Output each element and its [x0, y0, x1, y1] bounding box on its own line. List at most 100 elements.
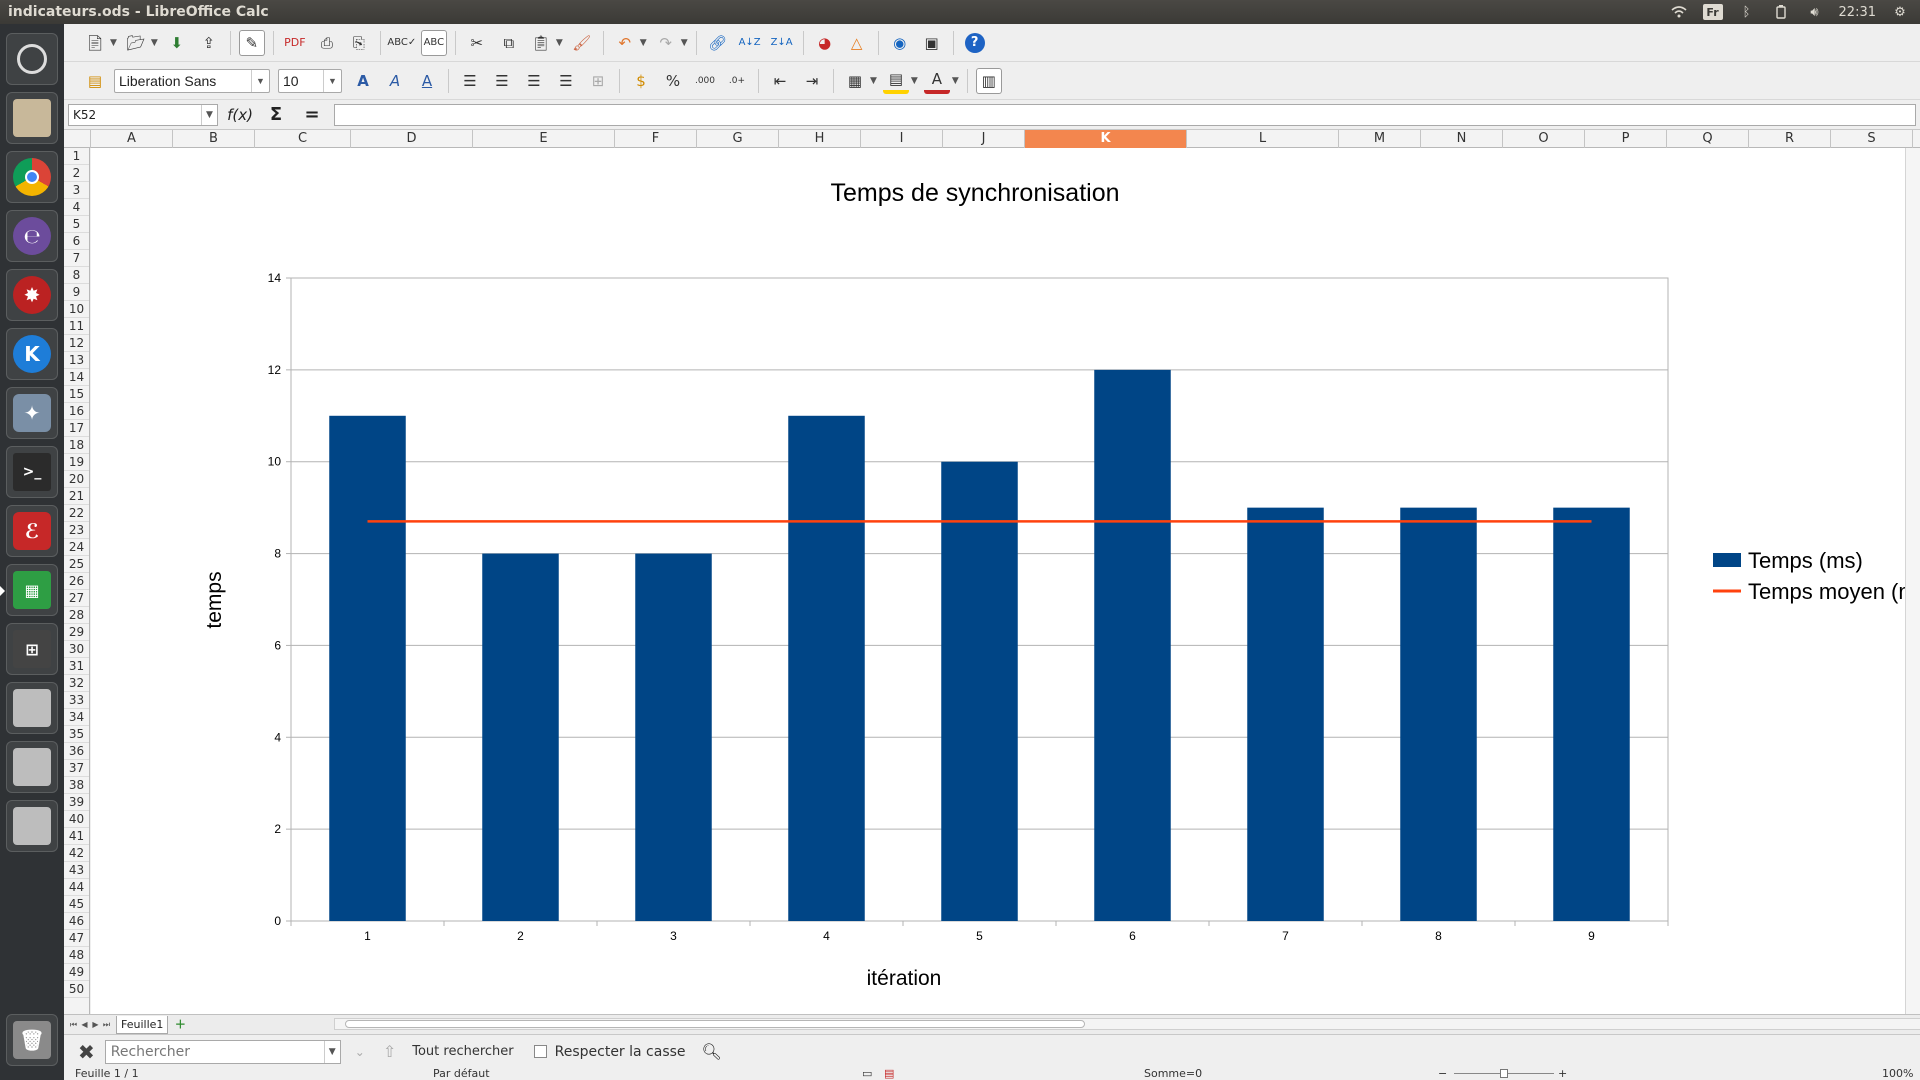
chevron-down-icon[interactable]: ▼	[201, 104, 217, 125]
find-all-button[interactable]: Tout rechercher	[412, 1044, 514, 1059]
currency-format-button[interactable]: $	[636, 71, 646, 90]
row-header-20[interactable]: 20	[64, 471, 89, 488]
row-header-45[interactable]: 45	[64, 896, 89, 913]
export-button[interactable]: ⇪	[202, 33, 216, 52]
row-header-28[interactable]: 28	[64, 607, 89, 624]
row-header-44[interactable]: 44	[64, 879, 89, 896]
horizontal-scrollbar[interactable]	[334, 1018, 1920, 1030]
justify-button[interactable]: ☰	[559, 71, 573, 90]
column-header-n[interactable]: N	[1421, 130, 1503, 148]
chevron-down-icon[interactable]: ▼	[910, 75, 918, 86]
row-header-7[interactable]: 7	[64, 250, 89, 267]
draw-functions-button[interactable]: △	[850, 33, 863, 52]
new-document-button[interactable]: 📄︎	[85, 33, 105, 52]
column-header-b[interactable]: B	[173, 130, 255, 148]
horizontal-scroll-thumb[interactable]	[345, 1020, 1085, 1028]
row-header-18[interactable]: 18	[64, 437, 89, 454]
dash-home-button[interactable]	[6, 33, 58, 85]
row-header-23[interactable]: 23	[64, 522, 89, 539]
row-header-50[interactable]: 50	[64, 981, 89, 998]
chevron-down-icon[interactable]: ▼	[680, 37, 688, 48]
next-sheet-icon[interactable]: ▶	[92, 1020, 99, 1029]
row-header-5[interactable]: 5	[64, 216, 89, 233]
spellcheck-button[interactable]: ABC✓	[387, 37, 417, 48]
libreoffice-calc-launcher[interactable]: ▦	[0, 564, 58, 616]
last-sheet-icon[interactable]: ⏭	[102, 1019, 111, 1029]
sort-ascending-button[interactable]: A↓Z	[738, 37, 761, 48]
column-header-h[interactable]: H	[779, 130, 861, 148]
formula-icon[interactable]: =	[304, 104, 320, 125]
borders-button[interactable]: ▦	[847, 71, 863, 90]
chevron-down-icon[interactable]: ▼	[639, 37, 647, 48]
column-header-g[interactable]: G	[697, 130, 779, 148]
open-button[interactable]: 📂︎	[126, 33, 146, 52]
cut-button[interactable]: ✂	[470, 33, 484, 52]
chevron-down-icon[interactable]: ▼	[951, 75, 959, 86]
column-header-d[interactable]: D	[351, 130, 473, 148]
increase-indent-button[interactable]: ⇥	[805, 71, 819, 90]
row-header-17[interactable]: 17	[64, 420, 89, 437]
volume-icon[interactable]: 🔊︎	[1810, 4, 1819, 20]
navigator-button[interactable]: ◉	[893, 33, 907, 52]
kalzium-launcher[interactable]: K	[6, 328, 58, 380]
row-header-38[interactable]: 38	[64, 777, 89, 794]
row-header-34[interactable]: 34	[64, 709, 89, 726]
insert-chart-button[interactable]: ◕	[818, 33, 832, 52]
print-preview-button[interactable]: ⎘	[352, 33, 365, 52]
column-header-i[interactable]: I	[861, 130, 943, 148]
row-header-21[interactable]: 21	[64, 488, 89, 505]
find-next-icon[interactable]: ⇧	[382, 1042, 397, 1061]
row-header-35[interactable]: 35	[64, 726, 89, 743]
row-header-27[interactable]: 27	[64, 590, 89, 607]
bold-button[interactable]: A	[357, 71, 369, 90]
row-header-24[interactable]: 24	[64, 539, 89, 556]
document-viewer-launcher[interactable]: ℰ	[6, 505, 58, 557]
emacs-launcher[interactable]: ℮	[6, 210, 58, 262]
row-header-41[interactable]: 41	[64, 828, 89, 845]
chevron-down-icon[interactable]: ▼	[110, 37, 117, 48]
align-left-button[interactable]: ☰	[463, 71, 477, 90]
column-header-a[interactable]: A	[91, 130, 173, 148]
font-name-combobox[interactable]: Liberation Sans ▼	[114, 68, 270, 93]
function-wizard-icon[interactable]: f(x)	[227, 105, 253, 124]
row-header-6[interactable]: 6	[64, 233, 89, 250]
selection-mode-icon[interactable]: ▭	[862, 1067, 873, 1080]
row-header-2[interactable]: 2	[64, 165, 89, 182]
gallery-button[interactable]: ▣	[924, 33, 939, 52]
trash-launcher[interactable]: 🗑︎	[6, 1014, 58, 1066]
corner-select-all[interactable]	[64, 130, 91, 148]
search-input[interactable]: Rechercher ▼	[104, 1039, 341, 1064]
row-header-9[interactable]: 9	[64, 284, 89, 301]
column-header-f[interactable]: F	[615, 130, 697, 148]
decrease-indent-button[interactable]: ⇤	[773, 71, 787, 90]
column-header-j[interactable]: J	[943, 130, 1025, 148]
terminal-launcher[interactable]: >_	[6, 446, 58, 498]
column-header-r[interactable]: R	[1749, 130, 1831, 148]
row-header-29[interactable]: 29	[64, 624, 89, 641]
chevron-down-icon[interactable]: ▼	[150, 37, 158, 48]
add-sheet-icon[interactable]: ＋	[174, 1017, 186, 1031]
toggle-grid-button[interactable]: ▥	[975, 67, 1002, 94]
copy-button[interactable]: ⧉	[503, 33, 515, 52]
zoom-in-button[interactable]: +	[1558, 1067, 1568, 1080]
row-header-48[interactable]: 48	[64, 947, 89, 964]
files-launcher[interactable]	[6, 92, 58, 144]
zoom-level[interactable]: 100%	[1882, 1067, 1914, 1080]
column-header-e[interactable]: E	[473, 130, 615, 148]
formula-input[interactable]	[334, 103, 1916, 126]
sort-descending-button[interactable]: Z↓A	[770, 37, 793, 48]
redo-button[interactable]: ↷	[659, 33, 672, 52]
match-case-checkbox[interactable]	[533, 1045, 547, 1058]
chevron-down-icon[interactable]: ▼	[870, 75, 877, 86]
drive-launcher-3[interactable]	[6, 800, 58, 852]
row-header-8[interactable]: 8	[64, 267, 89, 284]
row-header-22[interactable]: 22	[64, 505, 89, 522]
keyboard-layout-indicator[interactable]: Fr	[1702, 4, 1723, 20]
align-center-button[interactable]: ☰	[495, 71, 509, 90]
row-header-10[interactable]: 10	[64, 301, 89, 318]
chevron-down-icon[interactable]: ▼	[323, 1040, 340, 1063]
row-header-14[interactable]: 14	[64, 369, 89, 386]
row-header-47[interactable]: 47	[64, 930, 89, 947]
row-header-30[interactable]: 30	[64, 641, 89, 658]
